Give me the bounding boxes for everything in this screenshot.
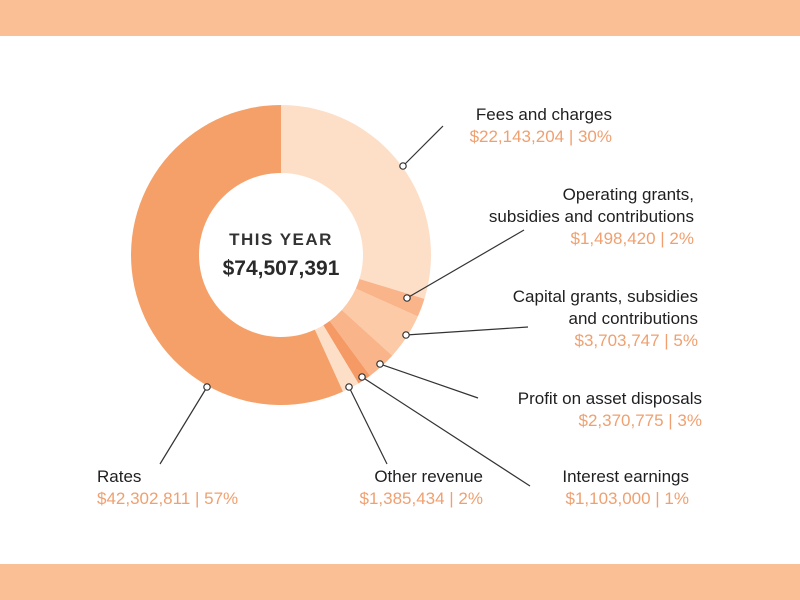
slice-value-label: $1,385,434 | 2% xyxy=(359,489,483,508)
slice-capital-grants-subsidies-and-contributions xyxy=(341,288,418,356)
slice-value-label: $22,143,204 | 30% xyxy=(470,127,612,146)
slice-name-label: Interest earnings xyxy=(562,467,689,486)
leader-line xyxy=(406,229,525,299)
slice-value-label: $3,703,747 | 5% xyxy=(574,331,698,350)
slice-rates xyxy=(130,105,343,405)
bottom-banner xyxy=(0,564,800,600)
top-banner xyxy=(0,0,800,36)
slice-fees-and-charges xyxy=(281,105,432,299)
leader-line xyxy=(379,363,479,399)
slice-name-label: Rates xyxy=(97,467,141,486)
slice-name-label: subsidies and contributions xyxy=(489,207,694,226)
slice-value-label: $2,370,775 | 3% xyxy=(578,411,702,430)
slice-value-label: $42,302,811 | 57% xyxy=(97,489,238,508)
slice-labels: Fees and charges $22,143,204 | 30% Operati… xyxy=(97,105,702,508)
slice-name-label: Operating grants, xyxy=(563,185,694,204)
slice-value-label: $1,103,000 | 1% xyxy=(565,489,689,508)
slice-name-label: Other revenue xyxy=(374,467,483,486)
leader-line xyxy=(402,125,444,167)
slice-profit-on-asset-disposals xyxy=(329,310,393,376)
donut-slices xyxy=(130,105,432,405)
leader-dot xyxy=(402,331,410,339)
leader-line xyxy=(348,386,388,465)
leader-dot xyxy=(376,360,384,368)
slice-name-label: Fees and charges xyxy=(476,105,612,124)
slice-name-label: Profit on asset disposals xyxy=(518,389,702,408)
leader-lines xyxy=(159,125,531,487)
leader-dot xyxy=(358,373,366,381)
leader-line xyxy=(159,386,208,465)
slice-other-revenue xyxy=(314,325,359,392)
slice-value-label: $1,498,420 | 2% xyxy=(570,229,694,248)
leader-line xyxy=(405,326,529,336)
slice-name-label: and contributions xyxy=(569,309,698,328)
leader-dot xyxy=(203,383,211,391)
slice-name-label: Capital grants, subsidies xyxy=(513,287,698,306)
leader-line xyxy=(361,376,531,487)
leader-dot xyxy=(403,294,411,302)
slice-interest-earnings xyxy=(323,320,371,384)
leader-dot xyxy=(399,162,407,170)
slice-operating-grants-subsidies-and-contributions xyxy=(355,278,425,317)
leader-dot xyxy=(345,383,353,391)
center-total: $74,507,391 xyxy=(223,257,340,280)
center-title: THIS YEAR xyxy=(229,230,333,249)
